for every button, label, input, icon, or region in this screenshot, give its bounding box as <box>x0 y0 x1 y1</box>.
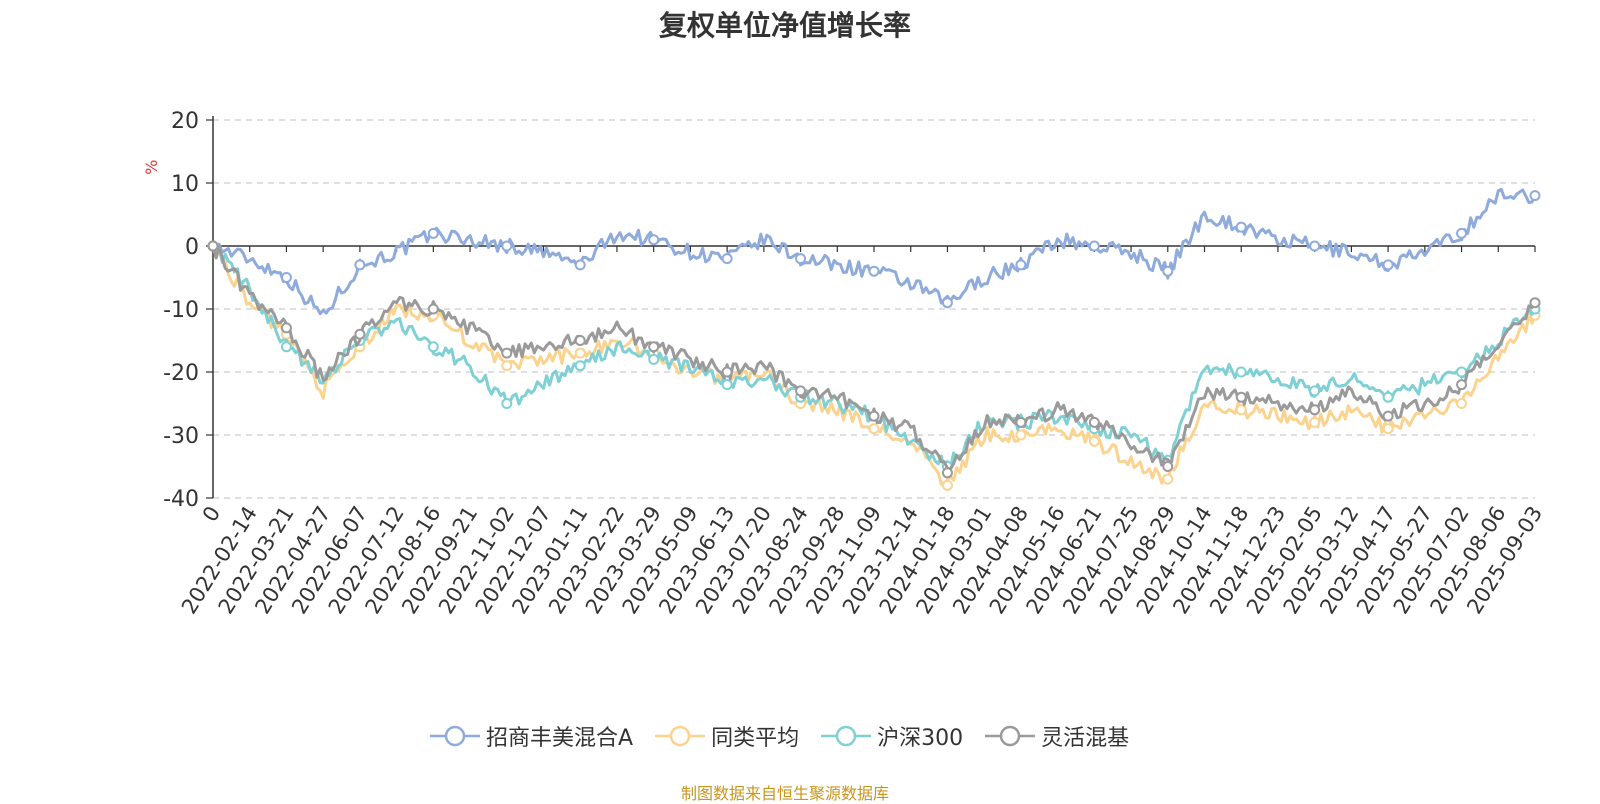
data-point <box>574 360 586 372</box>
data-point <box>941 479 953 491</box>
data-point <box>941 297 953 309</box>
y-tick-label: -10 <box>163 298 199 323</box>
data-point <box>941 467 953 479</box>
x-tick-label: 0 <box>198 502 225 526</box>
series-layer <box>207 187 1541 491</box>
data-point <box>501 360 513 372</box>
data-point <box>721 253 733 265</box>
data-point <box>427 303 439 315</box>
data-point <box>1235 366 1247 378</box>
legend-marker-icon <box>655 725 706 747</box>
data-point <box>1235 404 1247 416</box>
series-2 <box>207 240 1541 491</box>
legend-item-4[interactable]: 灵活混基 <box>985 720 1129 752</box>
legend-marker-icon <box>985 725 1036 747</box>
data-point <box>207 240 219 252</box>
line-chart: 20100-10-20-30-40%02022-02-142022-03-212… <box>142 109 1547 618</box>
data-point <box>1309 385 1321 397</box>
series-4 <box>207 240 1541 479</box>
y-tick-label: -40 <box>163 487 199 512</box>
source-note: 制图数据来自恒生聚源数据库 <box>680 784 889 803</box>
data-point <box>1235 391 1247 403</box>
legend: 招商丰美混合A 同类平均 沪深300 灵活混基 <box>430 720 1151 752</box>
data-point <box>1456 379 1468 391</box>
data-point <box>1382 423 1394 435</box>
data-point <box>1162 461 1174 472</box>
data-point <box>1529 297 1541 309</box>
data-point <box>868 265 880 277</box>
y-axis-title: % <box>142 160 161 175</box>
data-point <box>1088 416 1100 428</box>
y-tick-label: -20 <box>163 361 199 386</box>
data-point <box>795 253 807 265</box>
y-tick-label: -30 <box>163 424 199 449</box>
data-point <box>501 398 513 409</box>
data-point <box>648 341 660 353</box>
data-point <box>721 366 733 378</box>
data-point <box>1162 265 1174 277</box>
data-point <box>648 234 660 246</box>
data-point <box>868 410 880 422</box>
data-point <box>280 341 292 353</box>
legend-label: 灵活混基 <box>1041 726 1130 751</box>
legend-item-3[interactable]: 沪深300 <box>821 720 963 752</box>
data-point <box>574 335 586 346</box>
series-1 <box>207 187 1541 316</box>
legend-marker-icon <box>821 725 872 747</box>
data-point <box>574 259 586 271</box>
data-point <box>1015 429 1027 441</box>
data-point <box>1309 404 1321 416</box>
data-point <box>1162 473 1174 485</box>
chart-title: 复权单位净值增长率 <box>658 9 911 42</box>
data-point <box>1382 410 1394 422</box>
y-tick-label: 10 <box>171 172 199 197</box>
legend-label: 同类平均 <box>711 726 800 751</box>
data-point <box>1382 259 1394 271</box>
data-point <box>648 353 660 365</box>
data-point <box>1015 416 1027 428</box>
data-point <box>1456 398 1468 409</box>
data-point <box>501 240 513 252</box>
data-point <box>868 423 880 435</box>
legend-label: 沪深300 <box>877 726 964 751</box>
data-point <box>280 322 292 334</box>
data-point <box>1456 227 1468 239</box>
data-point <box>280 272 292 283</box>
data-point <box>354 328 366 340</box>
legend-item-2[interactable]: 同类平均 <box>655 720 799 752</box>
data-point <box>354 259 366 271</box>
legend-marker-icon <box>430 725 480 747</box>
data-point <box>721 379 733 391</box>
data-point <box>574 347 586 359</box>
data-point <box>795 385 807 397</box>
data-point <box>501 347 513 359</box>
legend-item-1[interactable]: 招商丰美混合A <box>430 720 633 752</box>
data-point <box>1015 259 1027 271</box>
y-tick-label: 20 <box>171 109 199 134</box>
data-point <box>1088 435 1100 447</box>
data-point <box>1309 416 1321 428</box>
series-line <box>211 245 1537 486</box>
data-point <box>1309 240 1321 252</box>
data-point <box>1456 366 1468 378</box>
data-point <box>427 227 439 239</box>
axis-layer: 20100-10-20-30-40%02022-02-142022-03-212… <box>142 109 1547 618</box>
y-tick-label: 0 <box>185 235 199 260</box>
data-point <box>1382 391 1394 403</box>
data-point <box>427 341 439 353</box>
data-point <box>1529 190 1541 202</box>
data-point <box>1235 221 1247 233</box>
legend-label: 招商丰美混合A <box>486 726 634 751</box>
data-point <box>1088 240 1100 252</box>
